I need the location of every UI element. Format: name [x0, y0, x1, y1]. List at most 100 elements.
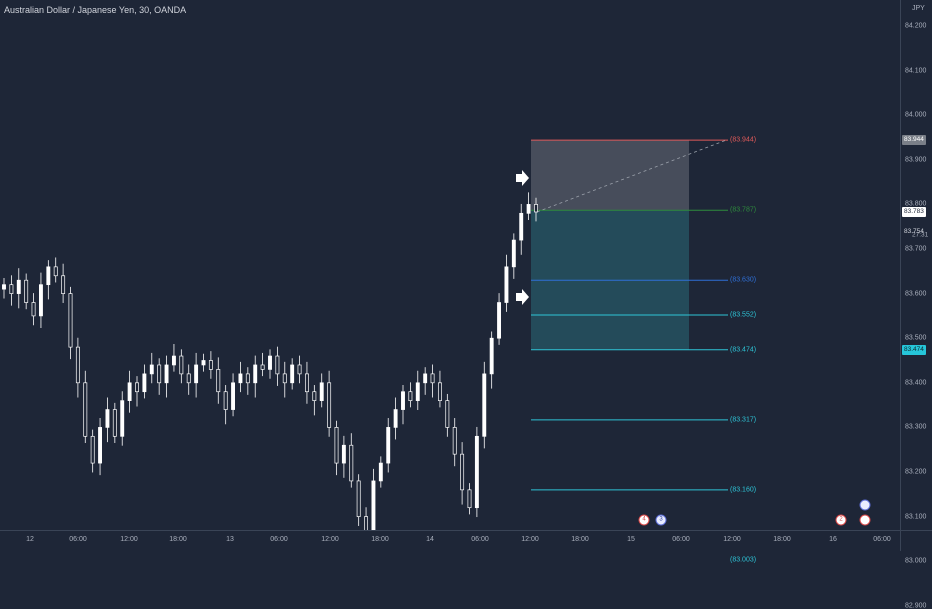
- candle-body: [238, 373, 243, 384]
- event-flag-icon[interactable]: 4: [638, 514, 650, 526]
- candle-body: [423, 373, 428, 384]
- candle-body: [408, 391, 413, 401]
- candle-body: [75, 346, 80, 384]
- candle-body: [98, 427, 103, 464]
- candle-body: [304, 373, 309, 393]
- candle-body: [171, 355, 176, 366]
- candle-body: [401, 391, 405, 410]
- time-tick: 13: [226, 536, 234, 543]
- candle-body: [164, 364, 169, 384]
- axis-corner: [900, 530, 932, 551]
- candle-body: [194, 364, 199, 384]
- reference-price-badge: 83.754: [904, 227, 924, 235]
- event-au-icon[interactable]: 3: [655, 514, 667, 526]
- projection-line: [536, 139, 727, 213]
- level-label: (83.317): [730, 416, 757, 424]
- candle-body: [105, 409, 110, 428]
- candle-body: [334, 427, 339, 464]
- candle-body: [9, 284, 14, 294]
- candle-body: [260, 364, 265, 370]
- time-tick: 15: [627, 536, 635, 543]
- candle-body: [460, 453, 465, 491]
- price-tick: 83.400: [905, 379, 927, 387]
- take-profit-price-badge: 83.944: [902, 135, 926, 146]
- price-tick: 84.000: [905, 111, 927, 119]
- candle-body: [90, 435, 95, 464]
- chart-svg[interactable]: [0, 0, 900, 530]
- event-au-icon[interactable]: [859, 499, 871, 511]
- time-tick: 18:00: [773, 536, 791, 543]
- level-label: (83.552): [730, 311, 757, 319]
- entry-arrow-icon: [516, 170, 529, 186]
- price-tick: 83.000: [905, 557, 927, 565]
- event-flag-icon[interactable]: 2: [835, 514, 847, 526]
- price-tick: 83.100: [905, 513, 927, 521]
- candle-body: [290, 364, 295, 384]
- candle-body: [61, 275, 66, 294]
- candle-body: [68, 293, 73, 348]
- price-tick: 84.200: [905, 22, 927, 30]
- candle-body: [253, 364, 258, 384]
- level-label: (83.944): [730, 136, 757, 144]
- candle-body: [474, 435, 479, 509]
- candle-body: [231, 382, 236, 410]
- candle-body: [482, 373, 487, 437]
- candle-body: [341, 444, 346, 464]
- candle-body: [356, 480, 361, 517]
- profit-zone: [531, 140, 689, 211]
- candle-body: [386, 427, 391, 464]
- candle-body: [223, 391, 228, 410]
- time-axis[interactable]: [0, 530, 900, 551]
- candle-body: [46, 266, 51, 286]
- time-tick: 12:00: [723, 536, 741, 543]
- candle-body: [452, 427, 457, 455]
- candle-body: [53, 266, 58, 277]
- candle-body: [430, 373, 435, 384]
- candle-body: [526, 204, 531, 214]
- time-tick: 18:00: [371, 536, 389, 543]
- candle-body: [467, 489, 472, 509]
- candle-body: [135, 382, 139, 393]
- candle-body: [504, 266, 509, 303]
- candle-body: [16, 279, 21, 294]
- candle-body: [186, 373, 191, 384]
- candle-body: [437, 382, 442, 401]
- price-tick: 83.300: [905, 423, 927, 431]
- price-tick: 83.900: [905, 156, 927, 164]
- time-tick: 06:00: [270, 536, 288, 543]
- candle-body: [349, 444, 354, 482]
- price-tick: 83.600: [905, 290, 927, 298]
- candle-body: [268, 355, 272, 370]
- candle-body: [497, 302, 502, 339]
- time-tick: 12:00: [321, 536, 339, 543]
- time-tick: 06:00: [873, 536, 891, 543]
- candle-body: [282, 373, 287, 384]
- price-chart-area[interactable]: [0, 0, 900, 530]
- level-label: (83.003): [730, 556, 757, 564]
- candle-body: [364, 516, 369, 530]
- time-tick: 18:00: [571, 536, 589, 543]
- candle-body: [371, 480, 376, 530]
- stop-arrow-icon: [516, 289, 529, 305]
- time-tick: 12:00: [521, 536, 539, 543]
- candle-body: [393, 409, 398, 428]
- candle-body: [2, 284, 6, 290]
- time-tick: 18:00: [169, 536, 187, 543]
- candle-body: [216, 369, 221, 393]
- bar-countdown: 27:31: [912, 231, 929, 239]
- chart-title: Australian Dollar / Japanese Yen, 30, OA…: [4, 5, 187, 15]
- event-flag-icon[interactable]: [859, 514, 871, 526]
- candle-body: [489, 337, 494, 375]
- price-axis[interactable]: [900, 0, 932, 530]
- candle-body: [378, 462, 383, 482]
- price-tick: 84.100: [905, 67, 927, 75]
- time-tick: 14: [426, 536, 434, 543]
- current-price-badge: 83.783: [902, 206, 926, 217]
- candle-body: [245, 373, 250, 384]
- candle-body: [24, 279, 29, 303]
- candle-body: [201, 360, 206, 366]
- candle-body: [142, 373, 147, 393]
- time-tick: 12:00: [120, 536, 138, 543]
- candle-body: [415, 382, 420, 401]
